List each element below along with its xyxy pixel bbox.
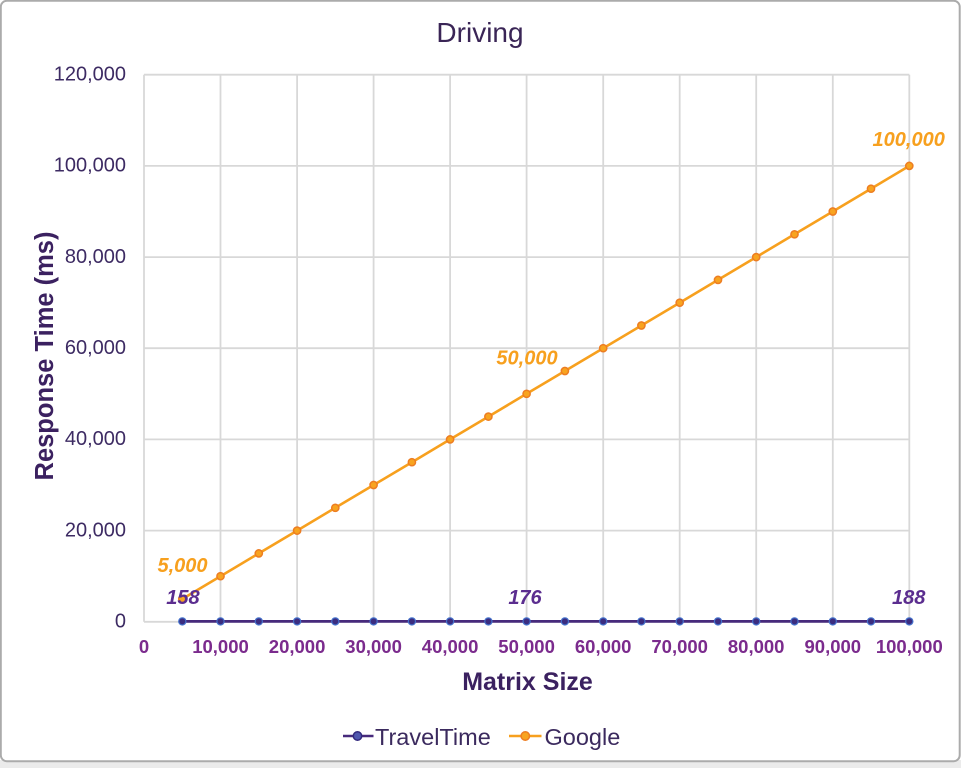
svg-text:Driving: Driving: [436, 17, 523, 48]
svg-text:40,000: 40,000: [65, 428, 126, 450]
svg-text:10,000: 10,000: [192, 636, 249, 657]
svg-text:Matrix Size: Matrix Size: [462, 668, 593, 696]
svg-text:Google: Google: [545, 724, 621, 750]
svg-text:90,000: 90,000: [805, 636, 862, 657]
svg-text:Response Time (ms): Response Time (ms): [31, 232, 59, 481]
svg-text:TravelTime: TravelTime: [375, 724, 491, 750]
svg-text:80,000: 80,000: [728, 636, 785, 657]
svg-text:120,000: 120,000: [54, 63, 126, 85]
svg-text:70,000: 70,000: [651, 636, 708, 657]
svg-text:0: 0: [139, 636, 149, 657]
svg-text:50,000: 50,000: [496, 348, 557, 370]
svg-text:176: 176: [508, 587, 542, 609]
svg-text:20,000: 20,000: [269, 636, 326, 657]
svg-text:188: 188: [892, 587, 926, 609]
svg-text:158: 158: [166, 587, 200, 609]
svg-text:60,000: 60,000: [65, 337, 126, 359]
svg-text:0: 0: [115, 611, 126, 633]
svg-text:100,000: 100,000: [54, 155, 126, 177]
svg-text:80,000: 80,000: [65, 246, 126, 268]
svg-text:5,000: 5,000: [157, 555, 207, 577]
svg-text:50,000: 50,000: [498, 636, 555, 657]
svg-text:100,000: 100,000: [873, 129, 945, 151]
svg-text:40,000: 40,000: [422, 636, 479, 657]
svg-text:100,000: 100,000: [876, 636, 943, 657]
svg-text:60,000: 60,000: [575, 636, 632, 657]
svg-text:20,000: 20,000: [65, 519, 126, 541]
svg-text:30,000: 30,000: [345, 636, 402, 657]
